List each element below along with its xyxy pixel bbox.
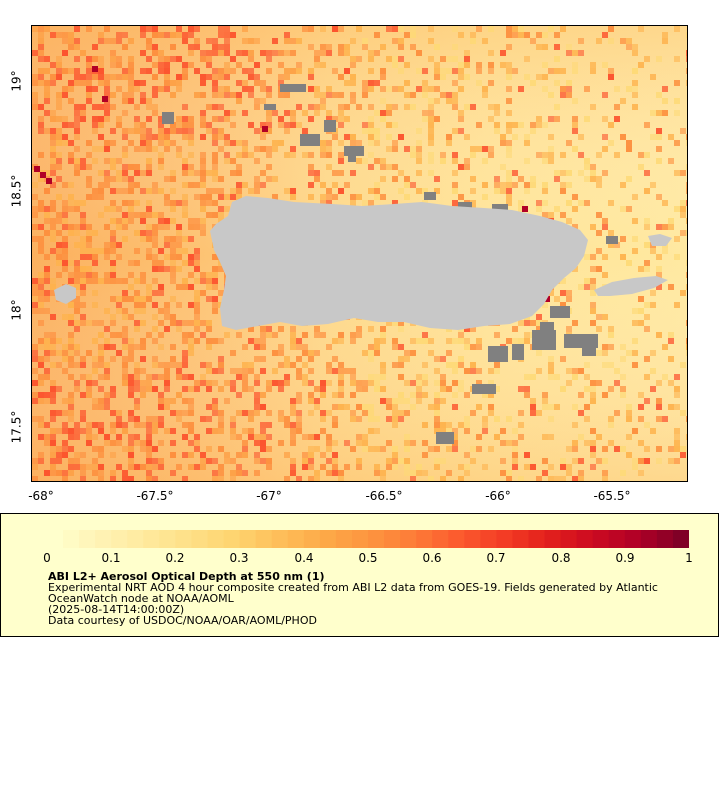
colorbar-segment — [448, 530, 465, 548]
mona-island — [54, 284, 76, 304]
colorbar-segment — [175, 530, 192, 548]
colorbar-tick-label: 0.7 — [486, 551, 506, 565]
x-tick-label: -66° — [485, 489, 511, 503]
colorbar-segment — [303, 530, 321, 548]
colorbar-segment — [496, 530, 513, 548]
x-tick-label: -66.5° — [365, 489, 403, 503]
aod-hotspot — [92, 66, 98, 72]
colorbar-segment — [159, 530, 176, 548]
colorbar-segment — [400, 530, 417, 548]
no-data-block — [300, 134, 320, 146]
colorbar-segment — [351, 530, 369, 548]
aod-hotspot — [46, 178, 52, 184]
colorbar-segment — [608, 530, 626, 548]
colorbar-segment — [560, 530, 578, 548]
colorbar-segment — [271, 530, 289, 548]
culebra-island — [648, 234, 672, 246]
legend-text: ABI L2+ Aerosol Optical Depth at 550 nm … — [48, 571, 688, 626]
no-data-block — [344, 146, 364, 156]
colorbar-segment — [528, 530, 546, 548]
colorbar-segment — [79, 530, 96, 548]
colorbar-segment — [319, 530, 337, 548]
colorbar-segment — [223, 530, 241, 548]
colorbar-segment — [576, 530, 594, 548]
no-data-block — [606, 236, 618, 244]
colorbar-segment — [432, 530, 449, 548]
vieques-island — [594, 276, 668, 296]
colorbar — [47, 530, 689, 548]
legend-title: ABI L2+ Aerosol Optical Depth at 550 nm … — [48, 570, 325, 583]
x-tick-label: -67.5° — [136, 489, 174, 503]
colorbar-segment — [592, 530, 610, 548]
colorbar-segment — [127, 530, 144, 548]
aod-hotspot — [522, 206, 528, 212]
colorbar-segment — [544, 530, 562, 548]
y-tick-label: 17.5° — [9, 410, 24, 444]
no-data-block — [472, 384, 496, 394]
x-tick-label: -65.5° — [593, 489, 631, 503]
map-frame — [31, 25, 688, 482]
aod-hotspot — [40, 172, 46, 178]
no-data-block — [550, 306, 570, 318]
colorbar-segment — [672, 530, 689, 548]
colorbar-segment — [512, 530, 529, 548]
colorbar-segment — [464, 530, 481, 548]
colorbar-tick-label: 0 — [43, 551, 51, 565]
colorbar-tick-label: 1 — [685, 551, 693, 565]
no-data-block — [492, 204, 508, 212]
no-data-block — [582, 344, 596, 356]
y-tick-label: 18° — [9, 299, 24, 321]
colorbar-segment — [416, 530, 433, 548]
colorbar-segment — [480, 530, 497, 548]
colorbar-tick-label: 0.6 — [422, 551, 442, 565]
colorbar-tick-label: 0.8 — [551, 551, 571, 565]
colorbar-tick-label: 0.9 — [615, 551, 635, 565]
no-data-block — [512, 344, 524, 360]
y-tick-label: 19° — [9, 70, 24, 92]
aod-hotspot — [102, 96, 108, 102]
colorbar-segment — [368, 530, 385, 548]
no-data-block — [424, 192, 436, 200]
no-data-block — [436, 432, 454, 444]
colorbar-segment — [640, 530, 658, 548]
colorbar-segment — [191, 530, 208, 548]
colorbar-segment — [207, 530, 225, 548]
no-data-block — [348, 152, 356, 162]
aod-hotspot — [544, 296, 550, 302]
no-data-block — [162, 112, 174, 124]
aod-hotspot — [34, 166, 40, 172]
colorbar-segment — [111, 530, 128, 548]
legend-description: Experimental NRT AOD 4 hour composite cr… — [48, 581, 662, 605]
y-tick-label: 18.5° — [9, 174, 24, 208]
no-data-block — [540, 322, 554, 342]
puerto-rico-island — [210, 196, 588, 330]
colorbar-segment — [656, 530, 674, 548]
colorbar-segment — [255, 530, 273, 548]
no-data-block — [290, 84, 306, 92]
colorbar-tick-label: 0.5 — [358, 551, 378, 565]
legend-credit: Data courtesy of USDOC/NOAA/OAR/AOML/PHO… — [48, 614, 317, 627]
colorbar-tick-label: 0.3 — [229, 551, 249, 565]
colorbar-segment — [143, 530, 160, 548]
colorbar-tick-label: 0.2 — [165, 551, 185, 565]
colorbar-segment — [624, 530, 642, 548]
colorbar-segment — [239, 530, 257, 548]
x-tick-label: -68° — [28, 489, 54, 503]
colorbar-tick-label: 0.4 — [294, 551, 314, 565]
colorbar-segment — [63, 530, 80, 548]
colorbar-tick-label: 0.1 — [101, 551, 121, 565]
no-data-block — [488, 346, 508, 362]
colorbar-segment — [95, 530, 112, 548]
colorbar-segment — [47, 530, 64, 548]
aod-hotspot — [262, 126, 268, 132]
no-data-block — [264, 104, 276, 110]
x-tick-label: -67° — [256, 489, 282, 503]
no-data-block — [324, 120, 336, 132]
aod-map — [32, 26, 687, 481]
colorbar-segment — [335, 530, 353, 548]
legend-timestamp: (2025-08-14T14:00:00Z) — [48, 603, 185, 616]
colorbar-segment — [287, 530, 305, 548]
colorbar-segment — [384, 530, 401, 548]
